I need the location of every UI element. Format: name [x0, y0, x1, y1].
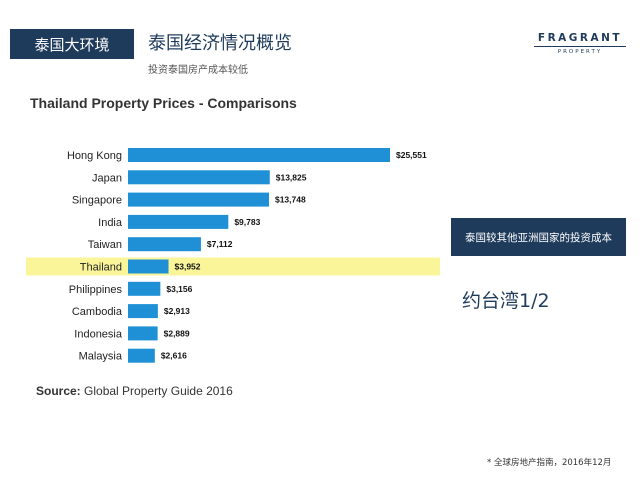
value-label-hong-kong: $25,551 [396, 150, 427, 160]
value-label-philippines: $3,156 [166, 284, 192, 294]
value-label-cambodia: $2,913 [164, 306, 190, 316]
bar-philippines [128, 281, 161, 296]
page-subtitle: 投资泰国房产成本较低 [148, 65, 248, 76]
bar-indonesia [128, 326, 158, 341]
category-label-taiwan: Taiwan [88, 239, 122, 251]
callout-box: 泰国较其他亚洲国家的投资成本 [451, 218, 626, 256]
category-label-hong-kong: Hong Kong [67, 150, 122, 162]
callout-text: 约台湾1/2 [462, 290, 550, 312]
bar-taiwan [128, 237, 201, 252]
logo-divider [534, 46, 626, 47]
category-label-japan: Japan [92, 172, 122, 184]
bar-cambodia [128, 304, 158, 319]
chart-title: Thailand Property Prices - Comparisons [30, 95, 297, 111]
category-label-cambodia: Cambodia [72, 306, 123, 318]
value-label-indonesia: $2,889 [164, 328, 190, 338]
bar-japan [128, 170, 270, 185]
value-label-malaysia: $2,616 [161, 351, 187, 361]
category-label-malaysia: Malaysia [79, 351, 123, 363]
source-prefix: Source: [36, 384, 81, 398]
category-label-philippines: Philippines [69, 284, 123, 296]
category-label-singapore: Singapore [72, 195, 122, 207]
value-label-singapore: $13,748 [275, 195, 306, 205]
category-label-india: India [98, 217, 123, 229]
bar-thailand [128, 259, 169, 274]
footnote: * 全球房地产指南，2016年12月 [487, 458, 612, 468]
bar-singapore [128, 192, 269, 207]
value-label-taiwan: $7,112 [207, 239, 233, 249]
chart-source: Source: Global Property Guide 2016 [36, 384, 233, 398]
value-label-japan: $13,825 [276, 172, 307, 182]
logo-main-text: FRAGRANT [537, 32, 623, 44]
page-title: 泰国经济情况概览 [148, 33, 292, 54]
section-tag: 泰国大环境 [10, 29, 134, 59]
category-label-thailand: Thailand [80, 262, 122, 274]
logo-sub-text: PROPERTY [557, 49, 603, 55]
source-text: Global Property Guide 2016 [80, 384, 233, 398]
bar-hong-kong [128, 148, 390, 162]
bar-india [128, 214, 229, 229]
value-label-india: $9,783 [234, 217, 260, 227]
bar-malaysia [128, 348, 155, 363]
category-label-indonesia: Indonesia [74, 328, 123, 340]
brand-logo: FRAGRANT PROPERTY [534, 32, 626, 55]
value-label-thailand: $3,952 [175, 262, 201, 272]
